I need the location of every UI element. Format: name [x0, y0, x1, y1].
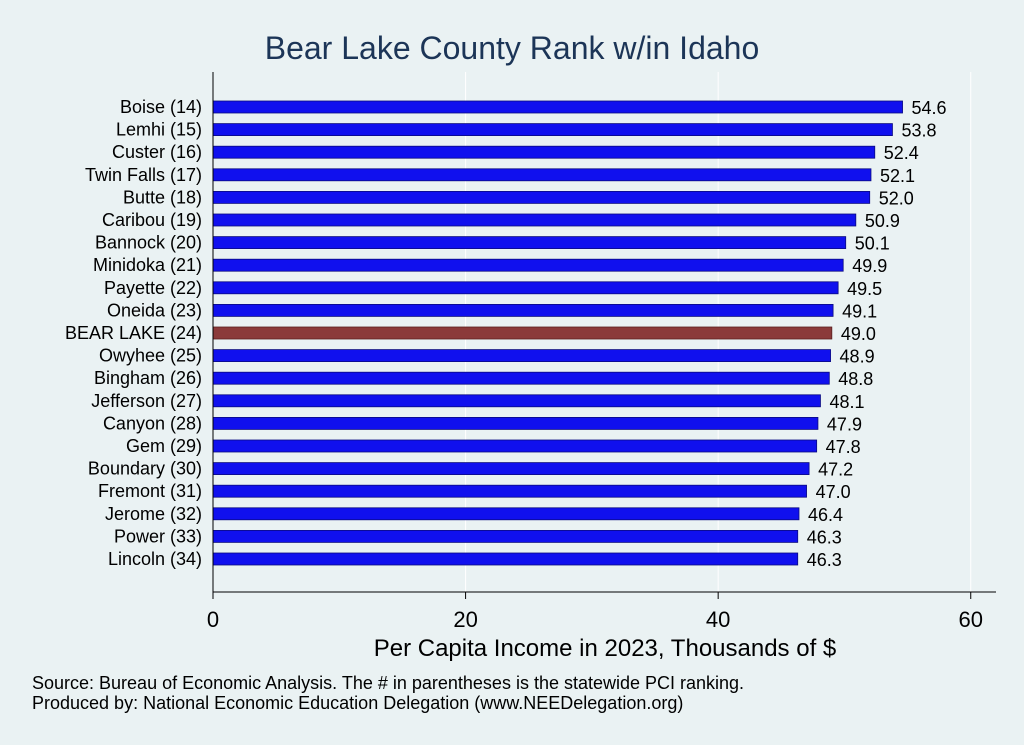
bar: [212, 236, 847, 250]
data-label: 46.4: [808, 505, 843, 525]
bar: [212, 484, 807, 498]
bar: [212, 145, 876, 159]
data-label: 48.9: [840, 347, 875, 367]
data-label: 46.3: [807, 550, 842, 570]
source-note: Source: Bureau of Economic Analysis. The…: [32, 673, 744, 693]
x-tick-label-60: 60: [958, 607, 982, 632]
category-label: Bannock (20): [95, 233, 202, 253]
bar: [212, 439, 818, 453]
x-tick-label-0: 0: [207, 607, 219, 632]
data-label: 48.8: [838, 369, 873, 389]
data-label: 48.1: [829, 392, 864, 412]
data-label: 53.8: [901, 121, 936, 141]
category-label: Gem (29): [126, 436, 202, 456]
bar: [212, 371, 830, 385]
data-label: 49.1: [842, 301, 877, 321]
category-label: Minidoka (21): [93, 255, 202, 275]
category-label: Power (33): [114, 526, 202, 546]
x-tick-label-40: 40: [706, 607, 730, 632]
bar: [212, 100, 903, 114]
data-label: 52.4: [884, 143, 919, 163]
data-label: 50.1: [855, 234, 890, 254]
bar: [212, 416, 819, 430]
bar: [212, 168, 872, 182]
bar: [212, 349, 831, 363]
producer-note: Produced by: National Economic Education…: [32, 693, 683, 713]
x-axis-label: Per Capita Income in 2023, Thousands of …: [374, 635, 837, 662]
bar: [212, 190, 871, 204]
data-label: 50.9: [865, 211, 900, 231]
data-label: 47.2: [818, 460, 853, 480]
category-label: Butte (18): [123, 187, 202, 207]
category-label: Boundary (30): [88, 459, 202, 479]
category-label: Canyon (28): [103, 413, 202, 433]
data-label: 49.0: [841, 324, 876, 344]
bar: [212, 530, 799, 543]
data-label: 54.6: [912, 98, 947, 118]
bar: [212, 281, 839, 295]
value-labels: 54.6 53.852.4 52.152.0 50.9 50.149.9 49.549.1…: [807, 98, 947, 570]
bar: [212, 123, 893, 136]
category-label: Custer (16): [112, 142, 202, 162]
category-label: Lemhi (15): [116, 120, 202, 140]
category-label: BEAR LAKE (24): [65, 323, 202, 343]
data-label: 46.3: [807, 527, 842, 547]
data-label: 47.8: [826, 437, 861, 457]
bar-group: [212, 100, 903, 566]
data-label: 52.1: [880, 166, 915, 186]
category-label: Bingham (26): [94, 368, 202, 388]
category-label: Caribou (19): [102, 210, 202, 230]
data-label: 49.9: [852, 256, 887, 276]
category-label: Owyhee (25): [99, 346, 202, 366]
bar: [212, 507, 800, 521]
bar: [212, 258, 844, 272]
data-label: 49.5: [847, 279, 882, 299]
data-label: 47.9: [827, 414, 862, 434]
category-label: Oneida (23): [107, 300, 202, 320]
category-label: Boise (14): [120, 97, 202, 117]
chart-title: Bear Lake County Rank w/in Idaho: [265, 30, 760, 66]
bar: [212, 213, 857, 227]
category-label: Jefferson (27): [91, 391, 202, 411]
bar: [212, 462, 810, 476]
data-label: 47.0: [816, 482, 851, 502]
data-label: 52.0: [879, 188, 914, 208]
category-labels: Boise (14) Lemhi (15)Custer (16) Twin Fall…: [65, 97, 202, 569]
bar: [212, 394, 821, 408]
category-label: Fremont (31): [98, 481, 202, 501]
category-label: Jerome (32): [105, 504, 202, 524]
category-label: Payette (22): [104, 278, 202, 298]
bar: [212, 552, 799, 566]
x-tick-label-20: 20: [453, 607, 477, 632]
category-label: Lincoln (34): [108, 549, 202, 569]
bar: [212, 303, 834, 317]
x-axis-ticks: 0 20 40 60: [207, 592, 983, 632]
category-label: Twin Falls (17): [85, 165, 202, 185]
bar: [212, 326, 833, 340]
